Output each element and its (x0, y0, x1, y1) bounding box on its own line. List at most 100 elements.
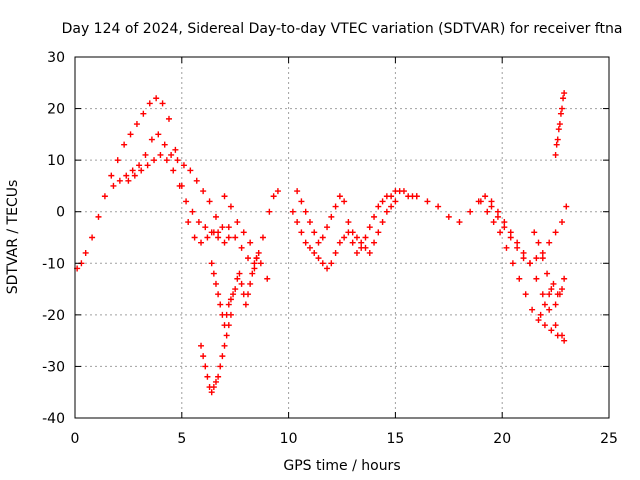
data-point (159, 100, 166, 107)
data-point (208, 389, 215, 396)
data-point (332, 203, 339, 210)
data-point (554, 291, 561, 298)
data-point (238, 244, 245, 251)
data-point (319, 234, 326, 241)
data-point (529, 306, 536, 313)
data-point (537, 311, 544, 318)
data-point (195, 219, 202, 226)
data-point (89, 234, 96, 241)
data-point (388, 193, 395, 200)
data-point (548, 327, 555, 334)
y-tick-label: 0 (56, 205, 65, 221)
data-point (477, 198, 484, 205)
data-point (560, 95, 567, 102)
data-point (526, 260, 533, 267)
data-point (129, 167, 136, 174)
data-point (217, 363, 224, 370)
data-point (366, 224, 373, 231)
data-point (219, 353, 226, 360)
data-point (539, 255, 546, 262)
data-point (242, 301, 249, 308)
data-point (383, 208, 390, 215)
data-point (245, 255, 252, 262)
data-point (514, 244, 521, 251)
data-point (204, 373, 211, 380)
data-point (494, 213, 501, 220)
data-point (353, 234, 360, 241)
data-point (467, 208, 474, 215)
data-point (238, 280, 245, 287)
data-point (552, 301, 559, 308)
data-point (210, 384, 217, 391)
data-point (552, 229, 559, 236)
data-point (535, 317, 542, 324)
data-point (212, 213, 219, 220)
y-tick-label: -40 (42, 411, 65, 427)
data-point (349, 239, 356, 246)
data-point (311, 229, 318, 236)
data-point (324, 224, 331, 231)
data-point (552, 151, 559, 158)
data-point (257, 260, 264, 267)
data-point (533, 275, 540, 282)
data-point (148, 136, 155, 143)
y-tick-label: -30 (42, 359, 65, 375)
data-point (125, 177, 132, 184)
data-point (251, 265, 258, 272)
data-point (212, 280, 219, 287)
data-point (298, 198, 305, 205)
data-point (561, 90, 568, 97)
data-point (110, 182, 117, 189)
data-point (247, 280, 254, 287)
data-point (302, 239, 309, 246)
data-point (142, 151, 149, 158)
data-point (200, 353, 207, 360)
series-trace-f (221, 188, 281, 282)
data-point (108, 172, 115, 179)
data-point (482, 193, 489, 200)
data-point (445, 213, 452, 220)
data-point (561, 337, 568, 344)
data-point (146, 100, 153, 107)
data-point (539, 291, 546, 298)
data-point (535, 239, 542, 246)
axis-ticks: 0 5 10 15 20 25 -40 -30 -20 -10 0 10 20 30 (42, 50, 618, 447)
data-point (424, 198, 431, 205)
data-point (153, 95, 160, 102)
data-point (388, 203, 395, 210)
y-tick-label: 30 (47, 50, 65, 66)
data-point (155, 131, 162, 138)
data-point (366, 249, 373, 256)
data-point (315, 239, 322, 246)
data-point (168, 151, 175, 158)
data-point (516, 275, 523, 282)
data-point (223, 332, 230, 339)
x-tick-label: 20 (493, 431, 511, 447)
data-point (219, 224, 226, 231)
series-trace-d (198, 311, 234, 396)
data-point (379, 219, 386, 226)
y-axis-label: SDTVAR / TECUs (5, 180, 21, 295)
data-point (227, 296, 234, 303)
data-point (552, 322, 559, 329)
x-tick-label: 10 (280, 431, 298, 447)
data-point (289, 208, 296, 215)
data-point (116, 177, 123, 184)
series-trace-e (208, 249, 262, 329)
data-point (131, 172, 138, 179)
data-point (341, 234, 348, 241)
series-trace-b (110, 131, 232, 241)
data-point (553, 141, 560, 148)
data-point (371, 239, 378, 246)
plot-frame (74, 56, 610, 419)
data-point (221, 193, 228, 200)
data-point (221, 342, 228, 349)
data-point (559, 286, 566, 293)
y-tick-label: -10 (42, 256, 65, 272)
data-point (294, 188, 301, 195)
data-point (554, 136, 561, 143)
data-point (400, 188, 407, 195)
data-point (198, 239, 205, 246)
data-point (559, 219, 566, 226)
